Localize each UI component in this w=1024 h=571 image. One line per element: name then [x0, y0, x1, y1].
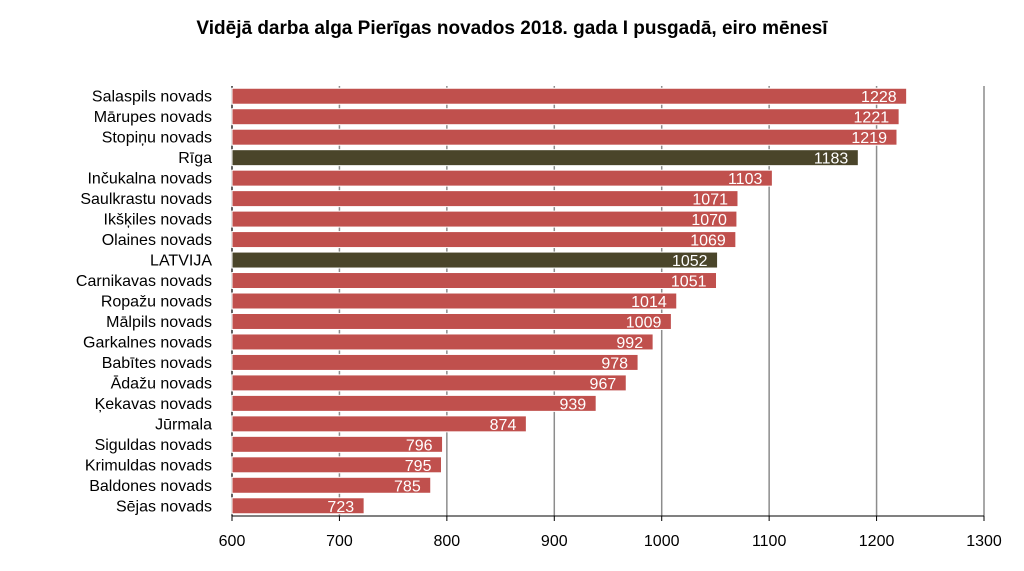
data-label: 1070: [691, 212, 727, 229]
bar: [231, 231, 737, 249]
data-label: 978: [601, 355, 628, 372]
category-label: Krimuldas novads: [85, 457, 212, 474]
category-label: Ropažu novads: [101, 294, 212, 311]
bar: [231, 272, 718, 290]
data-label: 992: [616, 335, 643, 352]
bar: [231, 312, 672, 330]
data-label: 1228: [861, 89, 897, 106]
bar: [231, 210, 738, 228]
category-label: Siguldas novads: [95, 437, 212, 454]
data-label: 1183: [814, 151, 849, 168]
bar: [231, 374, 627, 392]
x-tick-label: 700: [326, 533, 353, 550]
category-label: Ādažu novads: [111, 374, 212, 392]
category-label: Ķekavas novads: [95, 396, 212, 413]
bar: [231, 292, 678, 310]
category-label: Babītes novads: [102, 355, 212, 372]
bar: [231, 435, 444, 453]
category-label: Jūrmala: [155, 416, 212, 433]
category-label: Olaines novads: [102, 232, 212, 249]
data-label: 939: [559, 396, 586, 413]
category-label: LATVIJA: [150, 253, 212, 270]
category-label: Saulkrastu novads: [80, 191, 212, 208]
bar: [231, 108, 900, 126]
x-tick-label: 1000: [644, 533, 680, 550]
bar: [231, 394, 597, 412]
category-label: Ikšķiles novads: [104, 212, 213, 229]
category-label: Mālpils novads: [106, 314, 212, 331]
bar: [231, 169, 773, 187]
bar: [231, 353, 639, 371]
data-label: 796: [406, 437, 433, 454]
data-label: 874: [490, 417, 517, 434]
data-label: 1221: [854, 110, 890, 127]
bar: [231, 415, 527, 433]
data-label: 795: [405, 458, 432, 475]
data-label: 1051: [671, 274, 707, 291]
category-label: Inčukalna novads: [87, 171, 212, 188]
category-label: Sējas novads: [116, 498, 212, 515]
bar: [231, 497, 365, 515]
bar: [231, 128, 898, 146]
bar: [231, 149, 859, 167]
data-label: 1071: [692, 192, 728, 209]
data-label: 1009: [626, 314, 662, 331]
bar: [231, 190, 739, 208]
category-label: Mārupes novads: [94, 109, 212, 126]
bar: [231, 456, 442, 474]
data-label: 1219: [851, 130, 887, 147]
data-label: 1052: [672, 253, 708, 270]
bar: [231, 476, 432, 494]
category-label: Salaspils novads: [92, 89, 212, 106]
category-label: Rīga: [178, 150, 212, 167]
data-label: 1014: [631, 294, 667, 311]
category-label: Garkalnes novads: [83, 334, 212, 351]
data-label: 1103: [728, 171, 763, 188]
data-label: 967: [590, 376, 617, 393]
x-tick-label: 1300: [966, 533, 1002, 550]
bar: [231, 87, 908, 105]
x-tick-label: 900: [541, 533, 568, 550]
x-tick-label: 800: [434, 533, 461, 550]
category-label: Carnikavas novads: [76, 273, 212, 290]
data-label: 723: [327, 499, 354, 516]
data-label: 1069: [690, 233, 726, 250]
chart-title: Vidējā darba alga Pierīgas novados 2018.…: [196, 18, 828, 39]
category-label: Stopiņu novads: [102, 130, 212, 147]
bar: [231, 251, 719, 269]
bar: [231, 333, 654, 351]
x-tick-label: 1100: [752, 533, 787, 550]
x-tick-label: 600: [219, 533, 246, 550]
x-tick-label: 1200: [859, 533, 895, 550]
data-label: 785: [394, 478, 421, 495]
category-label: Baldones novads: [89, 478, 212, 495]
